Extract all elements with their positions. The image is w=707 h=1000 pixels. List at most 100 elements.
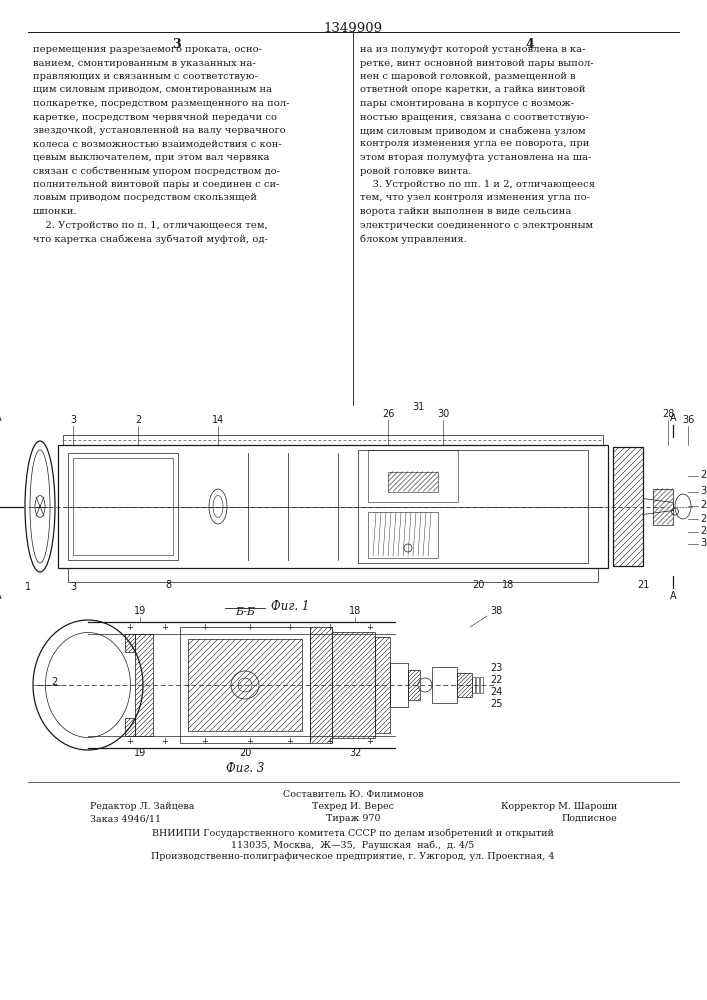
Text: 28: 28 (662, 409, 674, 419)
Text: A: A (0, 591, 1, 601)
Text: Составитель Ю. Филимонов: Составитель Ю. Филимонов (283, 790, 423, 799)
Text: +: + (201, 738, 209, 746)
Bar (368, 512, 438, 558)
Text: 2: 2 (135, 415, 141, 425)
Text: 35: 35 (700, 538, 707, 548)
Text: Тираж 970: Тираж 970 (326, 814, 380, 823)
Text: 25: 25 (490, 699, 503, 709)
Text: этом вторая полумуфта установлена на ша-: этом вторая полумуфта установлена на ша- (360, 153, 592, 162)
Bar (653, 488, 673, 524)
Text: шпонки.: шпонки. (33, 207, 78, 216)
Text: на из полумуфт которой установлена в ка-: на из полумуфт которой установлена в ка- (360, 45, 585, 54)
Text: +: + (247, 738, 253, 746)
Text: 1349909: 1349909 (323, 22, 382, 35)
Text: 22: 22 (490, 675, 503, 685)
Text: ответной опоре каретки, а гайка винтовой: ответной опоре каретки, а гайка винтовой (360, 86, 585, 95)
Text: +: + (327, 624, 334, 633)
Text: 14: 14 (212, 415, 224, 425)
Text: A: A (670, 591, 677, 601)
Text: 2: 2 (52, 677, 58, 687)
Text: 4: 4 (525, 38, 534, 51)
Text: Б-Б: Б-Б (235, 607, 255, 617)
Bar (68, 453, 178, 560)
Text: ровой головке винта.: ровой головке винта. (360, 166, 472, 176)
Text: пары смонтирована в корпусе с возмож-: пары смонтирована в корпусе с возмож- (360, 99, 574, 108)
Text: 23: 23 (700, 514, 707, 524)
Bar (58, 445, 608, 568)
Text: связан с собственным упором посредством до-: связан с собственным упором посредством … (33, 166, 280, 176)
Text: колеса с возможностью взаимодействия с кон-: колеса с возможностью взаимодействия с к… (33, 139, 282, 148)
Text: 24: 24 (490, 687, 503, 697)
Bar (180, 627, 310, 743)
Text: Подписное: Подписное (561, 814, 617, 823)
Text: ловым приводом посредством скользящей: ловым приводом посредством скользящей (33, 194, 257, 202)
Text: 27: 27 (700, 471, 707, 481)
Text: +: + (366, 738, 373, 746)
Bar (390, 663, 408, 707)
Bar (310, 627, 332, 743)
Text: 38: 38 (490, 606, 502, 616)
Text: блоком управления.: блоком управления. (360, 234, 467, 243)
Text: ретке, винт основной винтовой пары выпол-: ретке, винт основной винтовой пары выпол… (360, 58, 594, 68)
Text: 36: 36 (682, 415, 694, 425)
Text: Фиг. 1: Фиг. 1 (271, 600, 309, 613)
Text: Редактор Л. Зайцева: Редактор Л. Зайцева (90, 802, 194, 811)
Text: A: A (0, 413, 1, 423)
Text: 18: 18 (502, 580, 514, 590)
Bar (332, 632, 375, 738)
Text: 32: 32 (349, 748, 361, 758)
Text: 19: 19 (134, 748, 146, 758)
Text: +: + (286, 738, 293, 746)
Text: +: + (247, 624, 253, 633)
Text: Техред И. Верес: Техред И. Верес (312, 802, 394, 811)
Text: щим силовым приводом и снабжена узлом: щим силовым приводом и снабжена узлом (360, 126, 585, 135)
Text: 3: 3 (70, 415, 76, 425)
Text: полкаретке, посредством размещенного на пол-: полкаретке, посредством размещенного на … (33, 99, 289, 108)
Text: 20: 20 (472, 580, 484, 590)
Text: +: + (162, 624, 168, 633)
Text: 18: 18 (349, 606, 361, 616)
Text: каретке, посредством червячной передачи со: каретке, посредством червячной передачи … (33, 112, 277, 121)
Text: 8: 8 (165, 580, 171, 590)
Bar (613, 447, 643, 566)
Text: 24: 24 (700, 526, 707, 536)
Text: полнительной винтовой пары и соединен с си-: полнительной винтовой пары и соединен с … (33, 180, 279, 189)
Bar (125, 634, 135, 652)
Text: перемещения разрезаемого проката, осно-: перемещения разрезаемого проката, осно- (33, 45, 262, 54)
Text: +: + (286, 624, 293, 633)
Bar (472, 677, 475, 693)
Text: +: + (327, 738, 334, 746)
Text: 2. Устройство по п. 1, отличающееся тем,: 2. Устройство по п. 1, отличающееся тем, (33, 221, 268, 230)
Bar (188, 639, 302, 731)
Text: 23: 23 (490, 663, 503, 673)
Bar (68, 568, 598, 582)
Text: Производственно-полиграфическое предприятие, г. Ужгород, ул. Проектная, 4: Производственно-полиграфическое предприя… (151, 852, 555, 861)
Bar (476, 677, 479, 693)
Text: +: + (127, 738, 134, 746)
Text: 21: 21 (637, 580, 649, 590)
Bar (388, 472, 438, 491)
Text: 1: 1 (25, 582, 31, 592)
Text: Корректор М. Шароши: Корректор М. Шароши (501, 802, 617, 811)
Text: ностью вращения, связана с соответствую-: ностью вращения, связана с соответствую- (360, 112, 589, 121)
Text: 3: 3 (172, 38, 180, 51)
Text: цевым выключателем, при этом вал червяка: цевым выключателем, при этом вал червяка (33, 153, 269, 162)
Text: что каретка снабжена зубчатой муфтой, од-: что каретка снабжена зубчатой муфтой, од… (33, 234, 268, 243)
Text: 20: 20 (239, 748, 251, 758)
Bar (432, 667, 457, 703)
Text: 113035, Москва,  Ж—35,  Раушская  наб.,  д. 4/5: 113035, Москва, Ж—35, Раушская наб., д. … (231, 840, 474, 850)
Text: Заказ 4946/11: Заказ 4946/11 (90, 814, 161, 823)
Text: 3. Устройство по пп. 1 и 2, отличающееся: 3. Устройство по пп. 1 и 2, отличающееся (360, 180, 595, 189)
Bar (358, 450, 588, 563)
Bar (457, 673, 472, 697)
Text: электрически соединенного с электронным: электрически соединенного с электронным (360, 221, 593, 230)
Bar (408, 670, 420, 700)
Text: 22: 22 (700, 500, 707, 510)
Bar (375, 637, 390, 733)
Text: ворота гайки выполнен в виде сельсина: ворота гайки выполнен в виде сельсина (360, 207, 571, 216)
Text: 3: 3 (70, 582, 76, 592)
Text: щим силовым приводом, смонтированным на: щим силовым приводом, смонтированным на (33, 86, 272, 95)
Text: нен с шаровой головкой, размещенной в: нен с шаровой головкой, размещенной в (360, 72, 575, 81)
Text: 34: 34 (700, 487, 707, 496)
Bar (135, 634, 153, 736)
